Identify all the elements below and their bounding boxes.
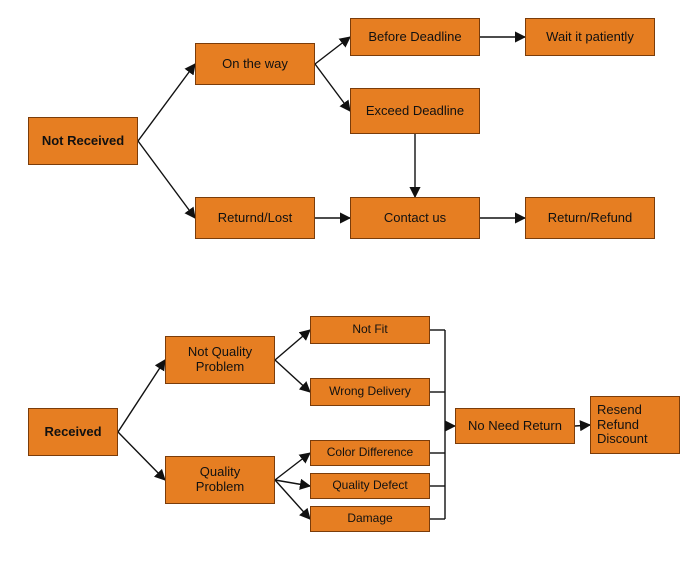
flowchart-canvas: { "diagram": { "type": "flowchart", "bac… <box>0 0 700 565</box>
node-label: Exceed Deadline <box>366 104 464 119</box>
edge <box>118 432 165 480</box>
edge <box>138 141 195 218</box>
edge <box>275 453 310 480</box>
node-exceed-deadline: Exceed Deadline <box>350 88 480 134</box>
node-resend-refund: Resend Refund Discount <box>590 396 680 454</box>
node-contact-us: Contact us <box>350 197 480 239</box>
node-quality-defect: Quality Defect <box>310 473 430 499</box>
edge <box>275 360 310 392</box>
node-not-fit: Not Fit <box>310 316 430 344</box>
node-label: Quality Problem <box>196 465 244 495</box>
edge <box>138 64 195 141</box>
node-return-refund: Return/Refund <box>525 197 655 239</box>
edge <box>275 480 310 519</box>
node-on-the-way: On the way <box>195 43 315 85</box>
node-label: Quality Defect <box>332 479 407 493</box>
edge <box>575 425 590 426</box>
node-label: Damage <box>347 512 392 526</box>
edge <box>315 64 350 111</box>
node-returnd-lost: Returnd/Lost <box>195 197 315 239</box>
node-label: Wait it patiently <box>546 30 634 45</box>
node-received: Received <box>28 408 118 456</box>
node-wrong-delivery: Wrong Delivery <box>310 378 430 406</box>
node-damage: Damage <box>310 506 430 532</box>
node-label: Returnd/Lost <box>218 211 292 226</box>
node-label: No Need Return <box>468 419 562 434</box>
node-not-quality: Not Quality Problem <box>165 336 275 384</box>
node-label: Contact us <box>384 211 446 226</box>
node-color-diff: Color Difference <box>310 440 430 466</box>
edge <box>275 330 310 360</box>
node-label: Resend Refund Discount <box>597 403 648 448</box>
node-quality: Quality Problem <box>165 456 275 504</box>
node-wait-patiently: Wait it patiently <box>525 18 655 56</box>
edge <box>275 480 310 486</box>
node-no-need-return: No Need Return <box>455 408 575 444</box>
node-label: Return/Refund <box>548 211 633 226</box>
node-label: Before Deadline <box>368 30 461 45</box>
node-before-deadline: Before Deadline <box>350 18 480 56</box>
node-label: On the way <box>222 57 288 72</box>
node-label: Not Fit <box>352 323 387 337</box>
node-label: Color Difference <box>327 446 413 460</box>
edge <box>118 360 165 432</box>
edge <box>315 37 350 64</box>
node-label: Not Quality Problem <box>188 345 252 375</box>
node-label: Not Received <box>42 134 124 149</box>
node-label: Wrong Delivery <box>329 385 411 399</box>
node-label: Received <box>44 425 101 440</box>
node-not-received: Not Received <box>28 117 138 165</box>
